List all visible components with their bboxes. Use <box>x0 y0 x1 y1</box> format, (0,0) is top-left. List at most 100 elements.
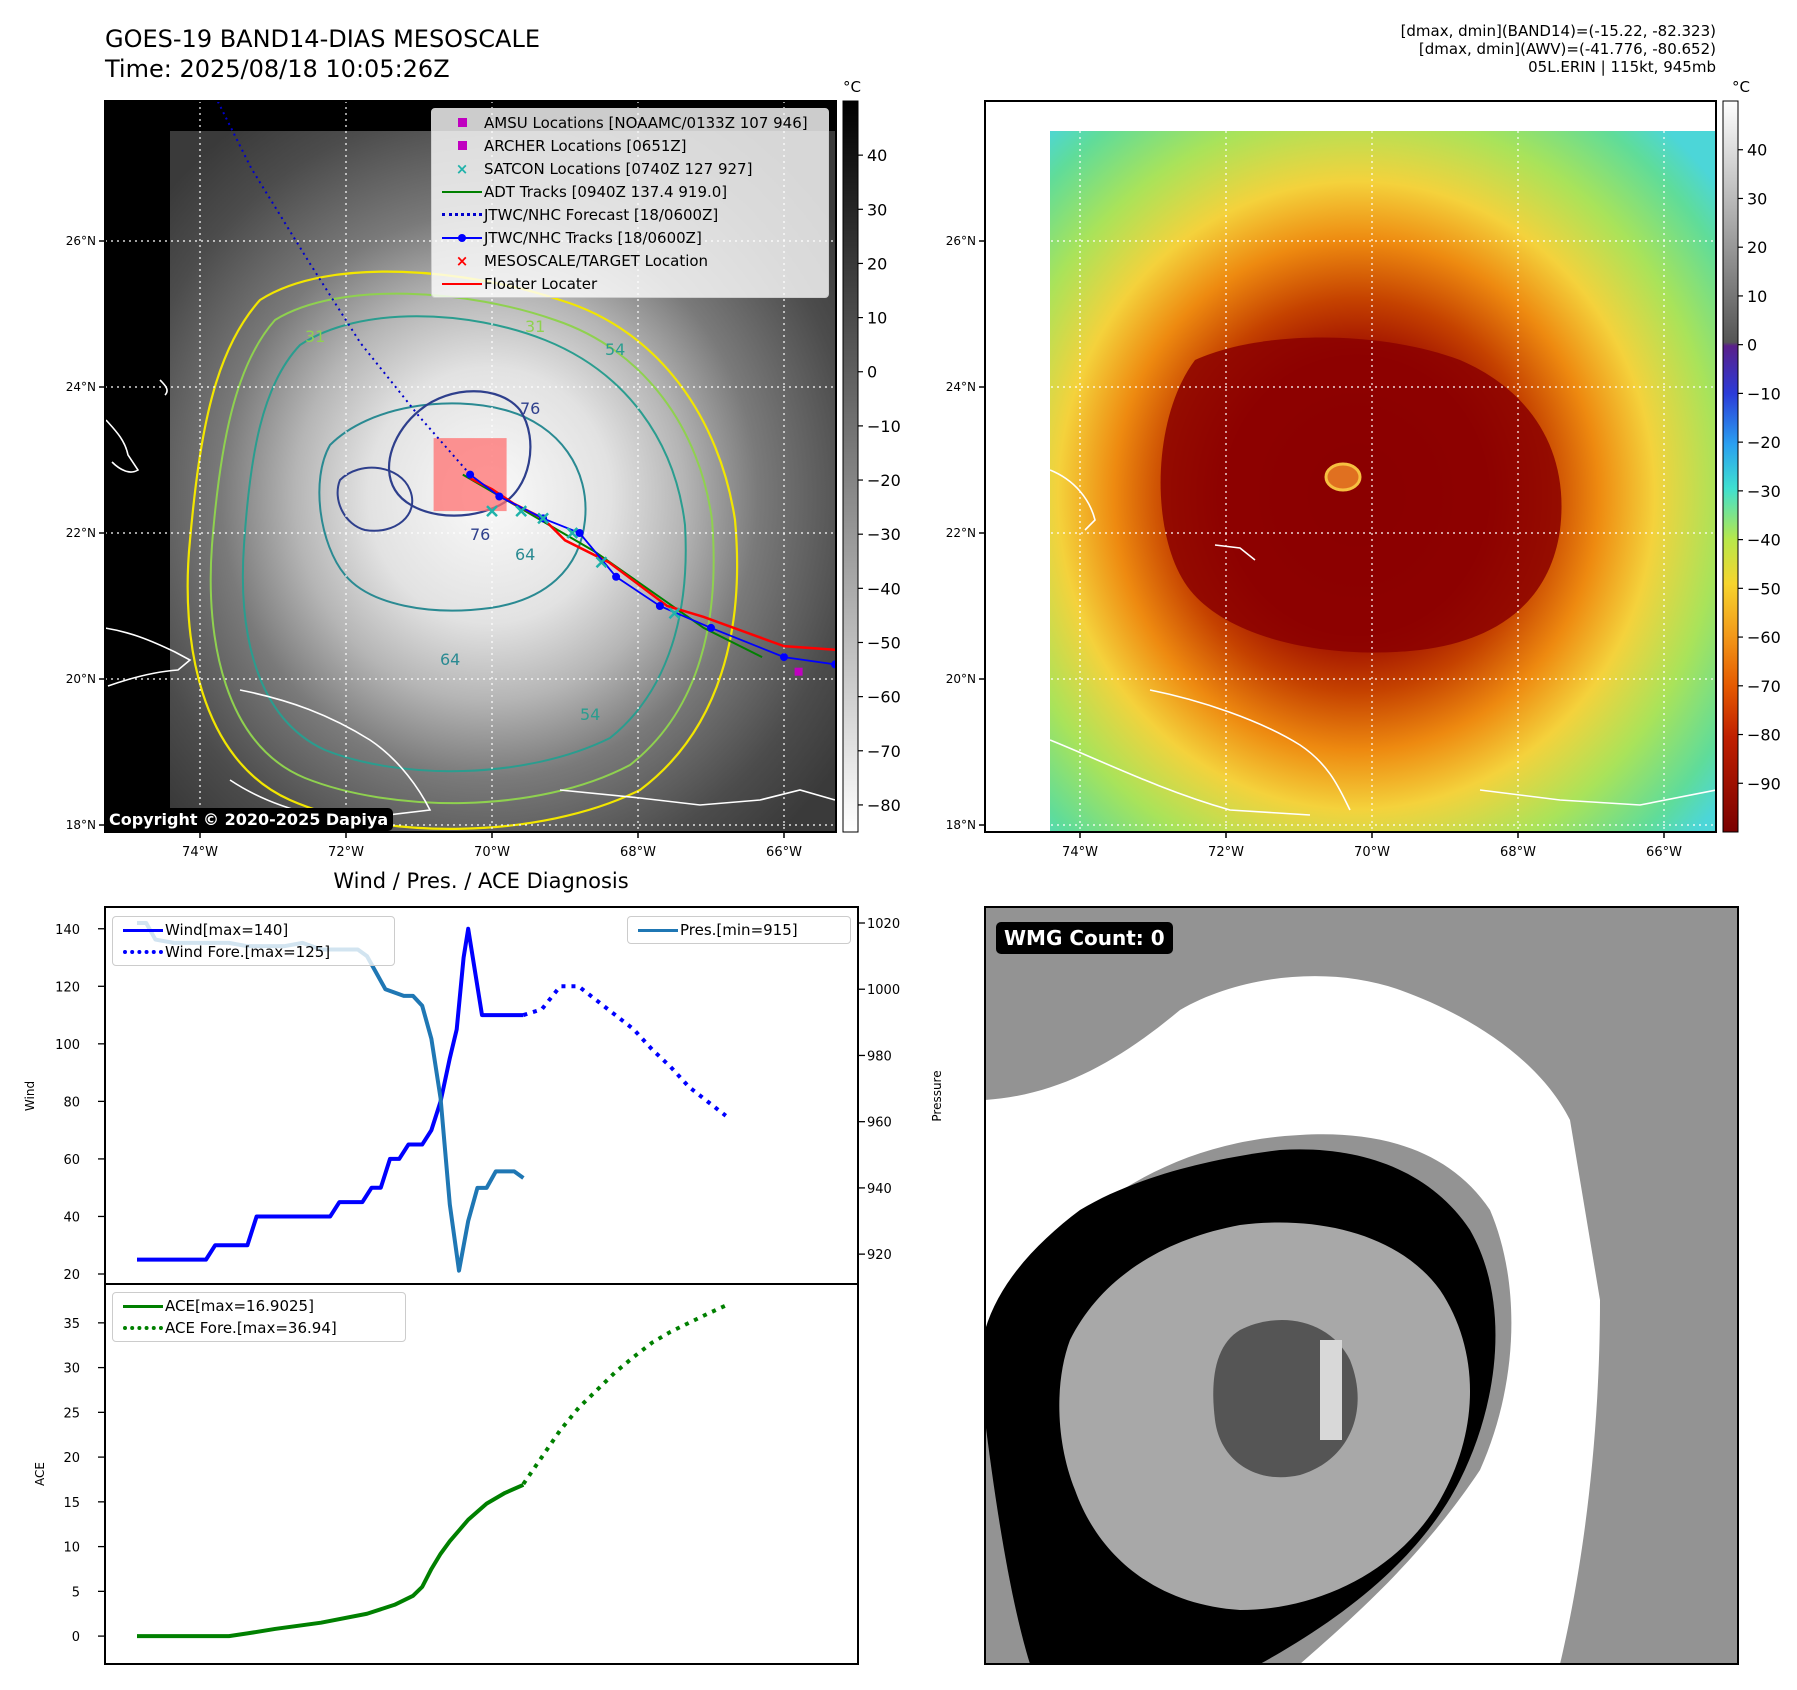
ace-tick-label: 35 <box>63 1317 80 1332</box>
colorbar-tick-label: 40 <box>867 146 887 165</box>
wind-tick-label: 60 <box>63 1153 80 1168</box>
colorbar-tick-label: −30 <box>867 525 901 544</box>
right-map-ticks: 74°W 72°W 70°W 68°W 66°W 26°N 24°N 22°N 20°N 18°N <box>946 234 1682 860</box>
pressure-axis-label: Pressure <box>930 1070 944 1121</box>
lat-tick-label: 26°N <box>946 234 976 248</box>
legend-entry: JTWC/NHC Tracks [18/0600Z] <box>432 226 828 249</box>
satcon-marker <box>515 505 528 517</box>
ace-plot <box>104 1283 859 1665</box>
legend-line-icon <box>440 282 484 285</box>
lon-tick-label: 66°W <box>766 845 802 860</box>
colorbar-tick-label: 10 <box>867 309 887 328</box>
ace-tick-label: 20 <box>63 1451 80 1466</box>
ace-axis-label: ACE <box>33 1462 47 1486</box>
track-overlays <box>216 101 836 676</box>
info-awv: [dmax, dmin](AWV)=(-41.776, -80.652) <box>1418 40 1716 58</box>
wind-tick-label: 140 <box>55 923 80 938</box>
wind-tick-label: 40 <box>63 1210 80 1225</box>
wind-legend: Wind[max=140] Wind Fore.[max=125] <box>112 916 395 966</box>
legend-label: ADT Tracks [0940Z 137.4 919.0] <box>484 182 728 201</box>
colorbar-gradient <box>842 100 859 833</box>
lat-tick-label: 24°N <box>946 380 976 394</box>
forecast-track <box>216 101 471 476</box>
wmg-frame <box>984 906 1739 1665</box>
diagnosis-panel: Wind / Pres. / ACE Diagnosis 14012010080… <box>23 869 944 1665</box>
legend-line-icon <box>440 190 484 193</box>
colorbar-tick-label: 0 <box>1747 336 1757 355</box>
colorbar-tick-label: −60 <box>867 688 901 707</box>
lon-tick-label: 74°W <box>182 845 218 860</box>
ace-axis: 35 30 25 20 15 10 5 0 <box>63 1317 105 1645</box>
colorbar-tick-label: −40 <box>1747 531 1781 550</box>
legend-line-dot-icon <box>440 233 484 242</box>
legend-dotted-icon <box>121 1326 165 1330</box>
legend-label: JTWC/NHC Forecast [18/0600Z] <box>484 205 719 224</box>
map-frame <box>104 100 837 833</box>
colorbar-tick-label: −40 <box>867 579 901 598</box>
colorbar-ticks: 40 30 20 10 0 −10 −20 −30 −40 −50 −60 −70 −80 −90 <box>1738 141 1781 793</box>
pressure-tick-label: 940 <box>867 1182 892 1197</box>
lon-tick-label: 72°W <box>328 845 364 860</box>
track-point <box>612 572 621 581</box>
map-frame <box>984 100 1717 833</box>
track-point <box>495 492 504 501</box>
pressure-tick-label: 920 <box>867 1248 892 1263</box>
coastlines <box>105 379 836 821</box>
legend-entry: Wind Fore.[max=125] <box>113 941 394 963</box>
wind-fore-max-line <box>522 984 728 1118</box>
lat-tick-label: 20°N <box>66 672 96 686</box>
lat-tick-label: 18°N <box>66 818 96 832</box>
lon-tick-label: 66°W <box>1646 845 1682 860</box>
colorbar-unit: °C <box>843 78 861 96</box>
info-storm: 05L.ERIN | 115kt, 945mb <box>1528 58 1716 76</box>
legend-line-icon <box>636 928 680 932</box>
legend-square-icon <box>440 118 484 127</box>
legend-line-icon <box>121 1304 165 1308</box>
ace-tick-label: 30 <box>63 1362 80 1377</box>
colorbar-tick-label: −80 <box>867 796 901 815</box>
lon-tick-label: 70°W <box>474 845 510 860</box>
colorbar-tick-label: −20 <box>1747 433 1781 452</box>
legend-entry: Floater Locater <box>432 272 828 295</box>
legend-entry: ACE Fore.[max=36.94] <box>113 1317 405 1339</box>
left-map-ticks: 74°W 72°W 70°W 68°W 66°W 26°N 24°N 22°N 20°N 18°N <box>66 234 802 860</box>
figure-title: GOES-19 BAND14-DIAS MESOSCALE Time: 2025… <box>105 24 540 84</box>
wmg-count-badge: WMG Count: 0 <box>996 922 1173 954</box>
legend-label: ACE Fore.[max=36.94] <box>165 1319 337 1337</box>
colorbar-tick-label: 30 <box>1747 189 1767 208</box>
legend-entry: Wind[max=140] <box>113 919 394 941</box>
colorbar-tick-label: 30 <box>867 200 887 219</box>
ace-lines <box>137 1303 727 1639</box>
track-point <box>707 623 715 632</box>
track-point <box>780 653 788 662</box>
colorbar-tick-label: 40 <box>1747 141 1767 160</box>
legend-entry: ACE[max=16.9025] <box>113 1295 405 1317</box>
colorbar-tick-label: −50 <box>1747 579 1781 598</box>
wind-tick-label: 100 <box>55 1038 80 1053</box>
colorbar-unit: °C <box>1732 78 1750 96</box>
legend-entry: Pres.[min=915] <box>628 919 850 941</box>
satcon-marker <box>537 512 549 525</box>
lat-tick-label: 22°N <box>66 526 96 540</box>
contour-label: 64 <box>440 650 460 669</box>
lat-tick-label: 26°N <box>66 234 96 248</box>
lon-tick-label: 68°W <box>620 845 656 860</box>
legend-label: AMSU Locations [NOAAMC/0133Z 107 946] <box>484 113 808 132</box>
legend-x-icon: × <box>455 159 469 178</box>
track-point <box>575 529 584 537</box>
lon-tick-label: 74°W <box>1062 845 1098 860</box>
pressure-tick-label: 980 <box>867 1049 892 1064</box>
satcon-marker <box>486 505 498 517</box>
pressure-tick-label: 1020 <box>867 917 900 932</box>
colorbar-tick-label: −10 <box>867 417 901 436</box>
legend-label: Wind Fore.[max=125] <box>165 943 331 961</box>
satcon-marker <box>566 527 579 539</box>
colorbar-tick-label: −60 <box>1747 628 1781 647</box>
contour-label-group: 76 76 64 64 54 54 31 31 <box>305 317 625 724</box>
colorbar-tick-label: 20 <box>867 254 887 273</box>
colorbar-tick-label: −50 <box>867 633 901 652</box>
contour-label: 64 <box>515 545 535 564</box>
pressure-legend: Pres.[min=915] <box>627 916 851 944</box>
legend-label: Floater Locater <box>484 274 598 293</box>
